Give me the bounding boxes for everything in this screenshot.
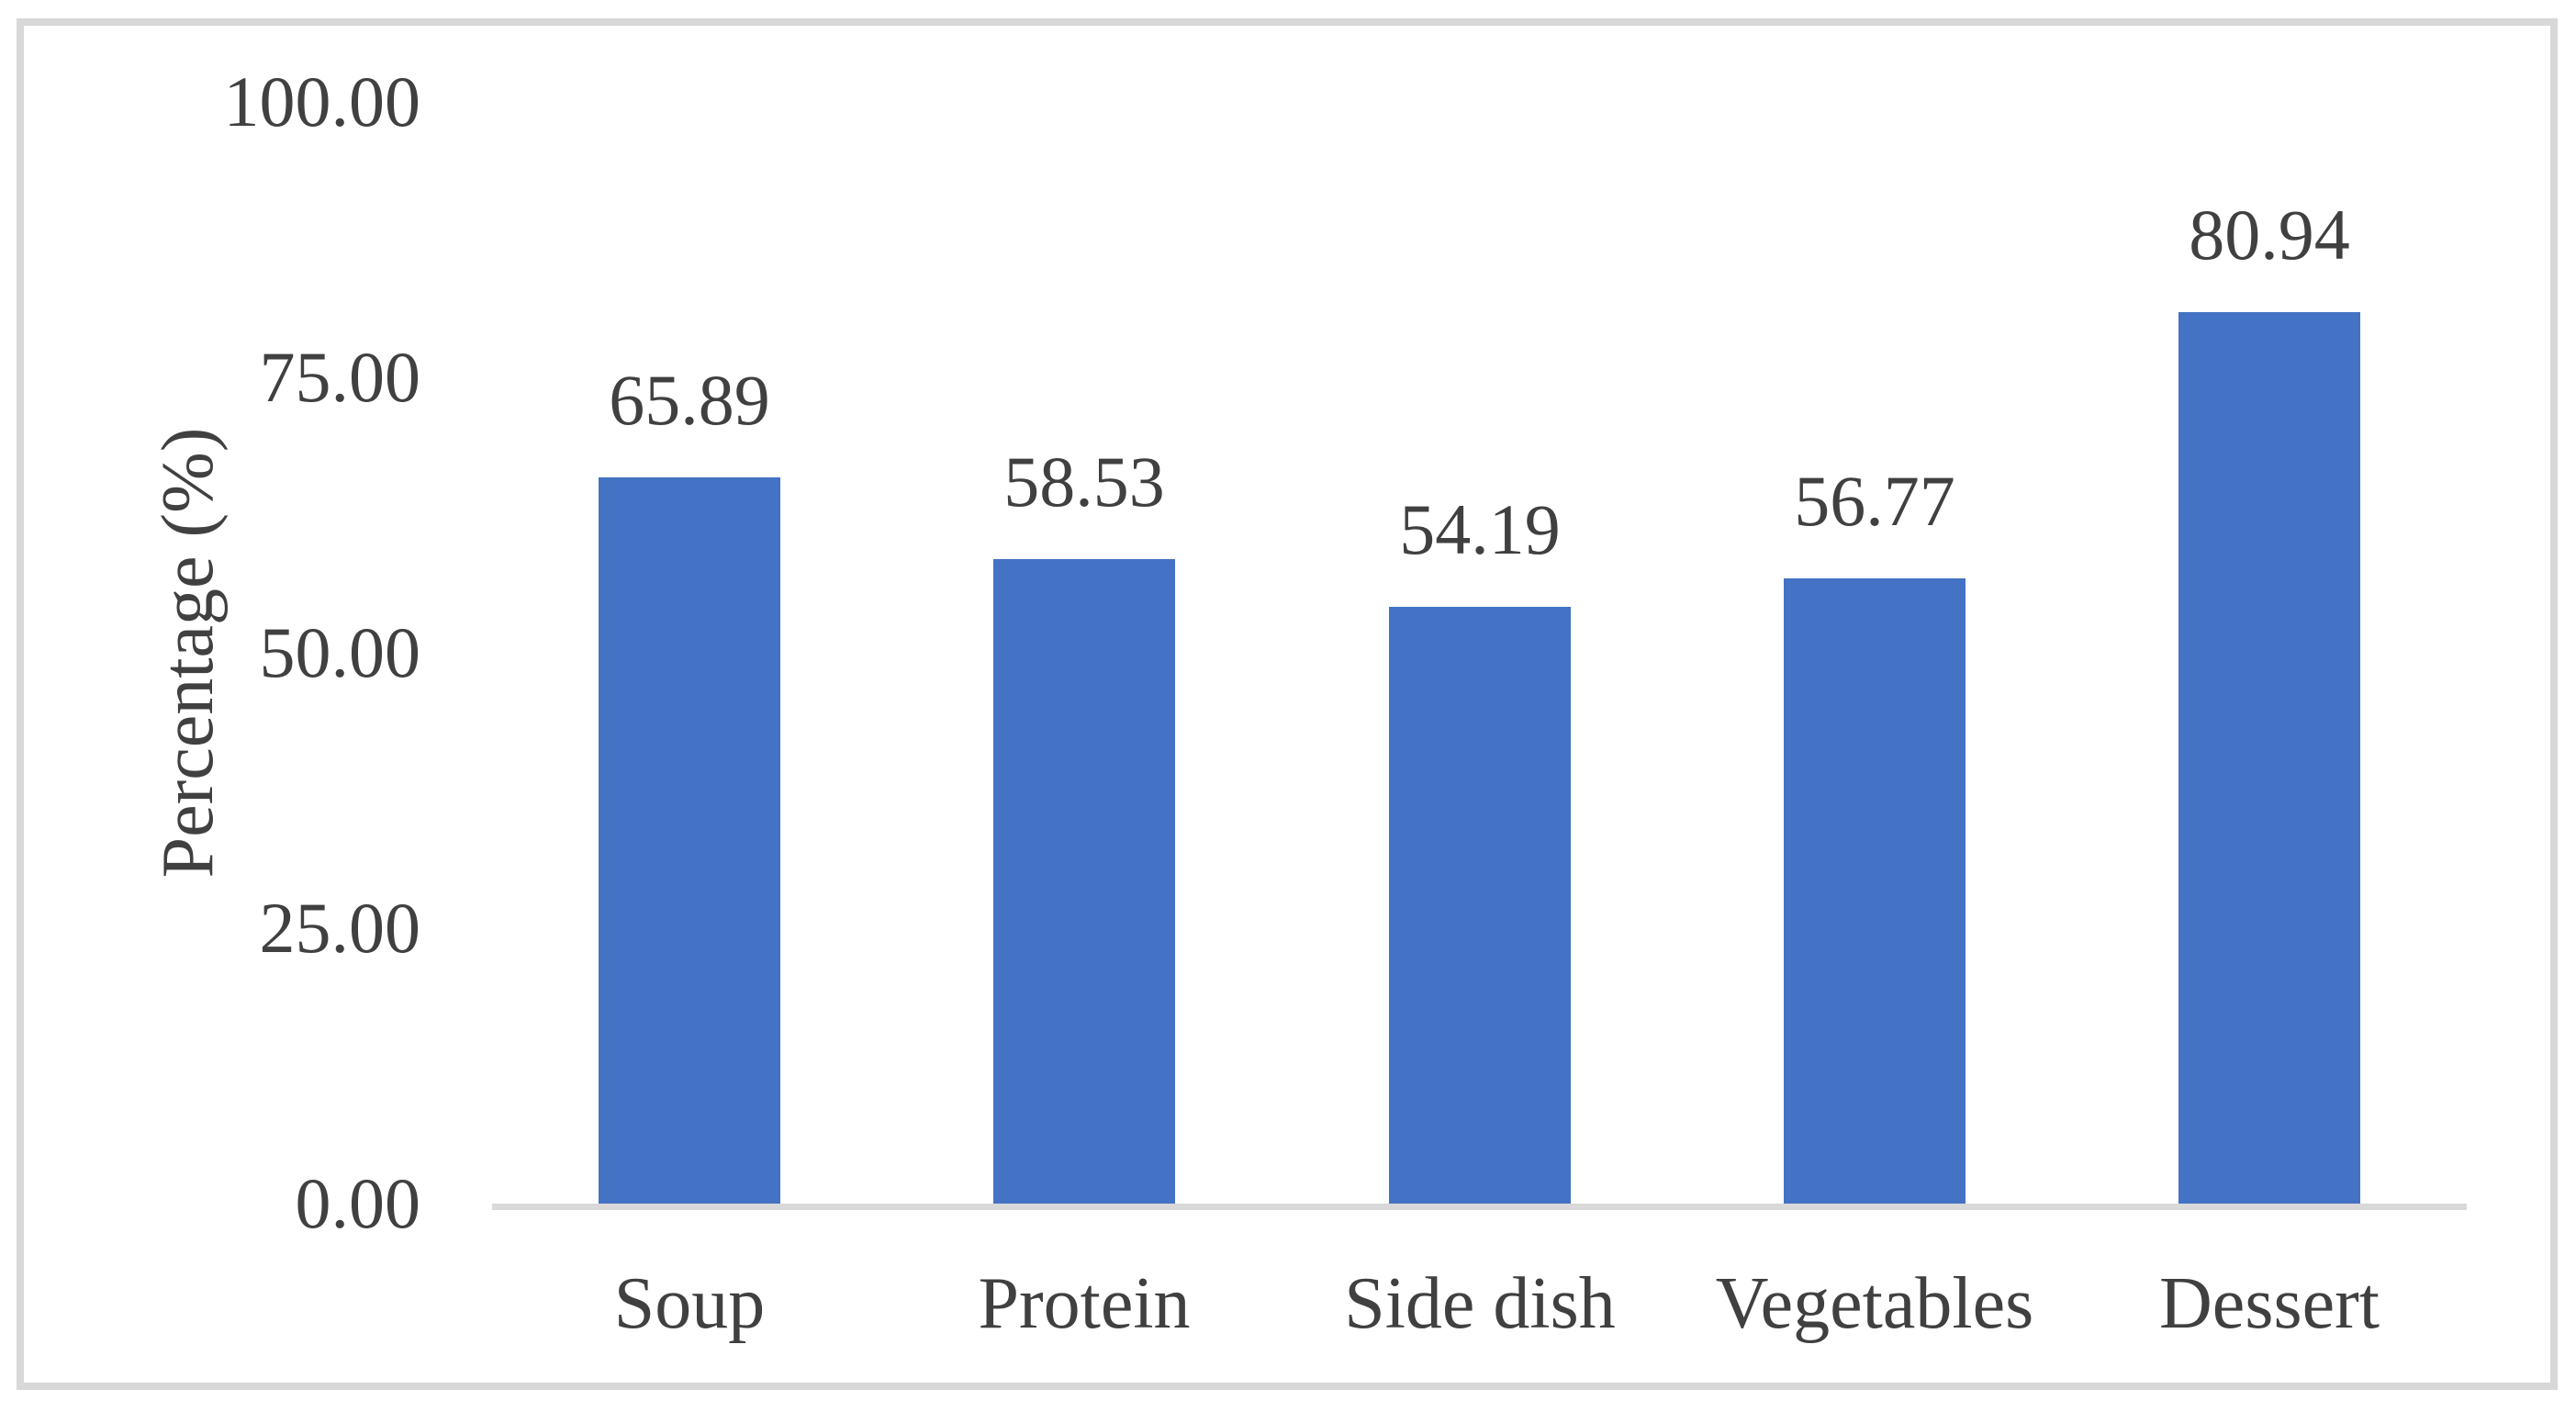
bar-value-label: 54.19 bbox=[1399, 489, 1561, 569]
bar-value-label: 80.94 bbox=[2189, 195, 2350, 275]
bar bbox=[993, 559, 1175, 1204]
x-category-label: Dessert bbox=[2159, 1263, 2380, 1344]
y-tick-label: 25.00 bbox=[259, 888, 421, 968]
bar bbox=[1784, 578, 1966, 1204]
bar-value-label: 58.53 bbox=[1003, 442, 1165, 521]
bar bbox=[2178, 312, 2360, 1204]
x-category-label: Soup bbox=[613, 1263, 766, 1344]
x-category-label: Side dish bbox=[1344, 1263, 1616, 1344]
bar bbox=[599, 477, 780, 1204]
bar bbox=[1389, 607, 1571, 1204]
x-category-label: Vegetables bbox=[1715, 1263, 2034, 1344]
y-tick-label: 100.00 bbox=[223, 62, 421, 141]
y-tick-label: 75.00 bbox=[259, 337, 421, 417]
chart-outer-frame bbox=[17, 18, 2558, 1390]
x-axis-baseline bbox=[492, 1204, 2467, 1210]
x-category-label: Protein bbox=[978, 1263, 1191, 1344]
y-tick-label: 0.00 bbox=[295, 1163, 421, 1243]
y-tick-label: 50.00 bbox=[259, 612, 421, 692]
bar-value-label: 56.77 bbox=[1794, 461, 1955, 541]
bar-value-label: 65.89 bbox=[609, 360, 770, 440]
